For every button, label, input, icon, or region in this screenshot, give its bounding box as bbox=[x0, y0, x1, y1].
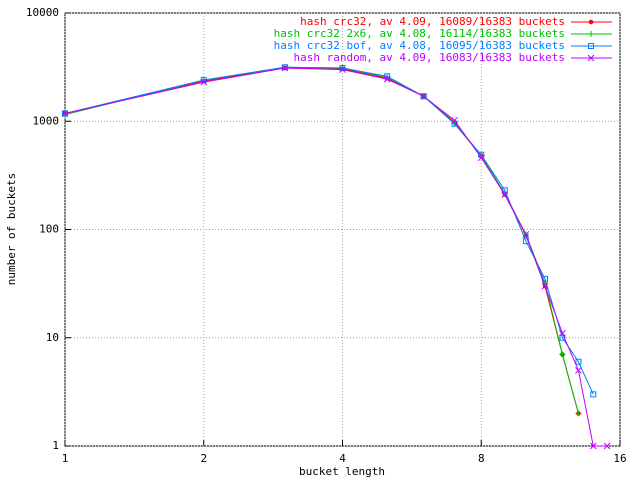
legend-marker bbox=[588, 19, 594, 25]
legend-label: hash random, av 4.09, 16083/16383 bucket… bbox=[293, 51, 565, 64]
marker bbox=[501, 191, 509, 198]
marker bbox=[477, 154, 485, 162]
marker bbox=[451, 116, 458, 124]
marker bbox=[339, 65, 346, 72]
y-tick-label: 1 bbox=[52, 439, 59, 452]
marker bbox=[590, 391, 597, 398]
marker bbox=[603, 442, 611, 450]
x-tick-label: 1 bbox=[62, 452, 69, 465]
legend-marker bbox=[588, 31, 594, 37]
series-line bbox=[64, 67, 608, 447]
marker bbox=[559, 351, 566, 358]
series-line bbox=[64, 67, 579, 414]
marker bbox=[383, 75, 391, 83]
marker bbox=[522, 231, 530, 238]
y-tick-label: 10 bbox=[46, 331, 59, 344]
marker bbox=[420, 92, 428, 100]
y-axis-label: number of buckets bbox=[5, 173, 18, 286]
x-axis-label: bucket length bbox=[299, 465, 385, 478]
marker bbox=[575, 358, 582, 365]
marker bbox=[559, 334, 566, 341]
x-tick-label: 16 bbox=[613, 452, 626, 465]
y-tick-label: 1000 bbox=[33, 114, 60, 127]
marker bbox=[281, 64, 289, 72]
series-line bbox=[64, 66, 594, 395]
marker bbox=[281, 64, 288, 71]
marker bbox=[559, 329, 566, 337]
marker bbox=[575, 366, 582, 374]
marker bbox=[62, 110, 68, 117]
x-tick-label: 4 bbox=[339, 452, 346, 465]
x-tick-label: 8 bbox=[478, 452, 485, 465]
x-tick-label: 2 bbox=[200, 452, 207, 465]
marker bbox=[541, 282, 549, 290]
marker bbox=[575, 410, 582, 417]
legend-marker bbox=[587, 54, 595, 62]
legend-label: hash crc32 bof, av 4.08, 16095/16383 buc… bbox=[274, 39, 565, 52]
y-tick-label: 10000 bbox=[26, 6, 59, 19]
series-line bbox=[64, 66, 579, 414]
marker bbox=[61, 110, 69, 117]
marker bbox=[200, 78, 208, 86]
marker bbox=[420, 93, 427, 100]
legend-marker bbox=[588, 43, 594, 49]
y-tick-label: 100 bbox=[39, 223, 59, 236]
legend-label: hash crc32, av 4.09, 16089/16383 buckets bbox=[300, 15, 565, 28]
marker bbox=[339, 66, 346, 73]
marker bbox=[589, 442, 597, 450]
legend-label: hash crc32 2x6, av 4.08, 16114/16383 buc… bbox=[274, 27, 565, 40]
